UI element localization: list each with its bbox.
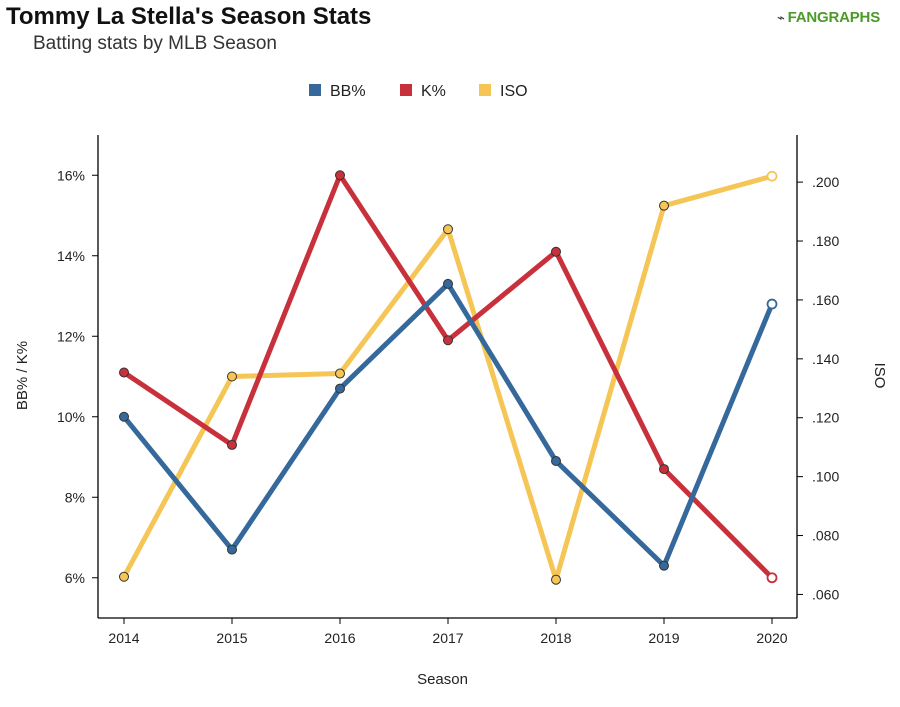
data-point-iso <box>335 368 345 379</box>
legend-swatch-bb-pct <box>309 84 321 96</box>
data-point-k-pct <box>227 439 237 450</box>
legend-label: K% <box>421 83 446 100</box>
data-point-iso <box>551 574 561 585</box>
data-point-k-pct <box>766 572 778 584</box>
x-tick-label: 2020 <box>756 630 787 646</box>
data-point-bb-pct <box>551 456 561 467</box>
data-point-k-pct <box>443 335 453 346</box>
chart-subtitle: Batting stats by MLB Season <box>33 33 277 54</box>
y-right-tick-label: .060 <box>812 586 839 602</box>
data-point-bb-pct <box>227 544 237 555</box>
y-left-tick-label: 12% <box>57 328 85 344</box>
y-left-tick-label: 6% <box>65 570 85 586</box>
x-tick-label: 2018 <box>540 630 571 646</box>
legend-swatch-k-pct <box>400 84 412 96</box>
data-point-iso <box>119 571 129 582</box>
x-tick-label: 2016 <box>324 630 355 646</box>
data-point-bb-pct <box>443 278 453 289</box>
fangraphs-logo[interactable]: ⌁ FANGRAPHS <box>777 9 880 26</box>
y-right-tick-label: .140 <box>812 351 839 367</box>
x-tick-label: 2019 <box>648 630 679 646</box>
y-axis-right-title: ISO <box>871 363 888 389</box>
y-left-tick-label: 10% <box>57 409 85 425</box>
data-point-k-pct <box>335 170 345 181</box>
fangraphs-logo-text: FANGRAPHS <box>787 9 881 26</box>
chart-title: Tommy La Stella's Season Stats <box>6 3 372 30</box>
x-axis-title: Season <box>417 671 468 688</box>
series-line-iso <box>121 173 775 583</box>
chart-series-lines <box>121 172 775 583</box>
y-left-tick-label: 14% <box>57 248 85 264</box>
y-right-tick-label: .100 <box>812 469 839 485</box>
y-right-tick-label: .120 <box>812 410 839 426</box>
fangraphs-logo-icon: ⌁ <box>776 9 785 25</box>
data-point-bb-pct <box>335 383 345 394</box>
y-axis-left-title: BB% / K% <box>14 341 31 410</box>
chart-axes: 6% 8% 10% 12% 14% 16% .060 .080 .100 .120 .140 .160… <box>14 135 888 688</box>
legend-label: BB% <box>330 83 366 100</box>
data-point-k-pct <box>659 464 669 475</box>
data-point-iso <box>659 200 669 211</box>
series-line-bb-pct <box>121 281 775 569</box>
legend-label: ISO <box>500 83 528 100</box>
chart-legend: BB% K% ISO <box>309 83 528 100</box>
y-left-tick-label: 16% <box>57 167 85 183</box>
data-point-k-pct <box>551 246 561 257</box>
y-right-tick-label: .160 <box>812 292 839 308</box>
data-point-iso <box>227 371 237 382</box>
y-left-tick-label: 8% <box>65 489 85 505</box>
data-point-k-pct <box>119 367 129 378</box>
chart-data-points <box>119 170 778 585</box>
x-tick-label: 2015 <box>216 630 247 646</box>
x-tick-label: 2014 <box>108 630 139 646</box>
y-right-tick-label: .080 <box>812 528 839 544</box>
y-right-tick-label: .180 <box>812 233 839 249</box>
data-point-bb-pct <box>119 411 129 422</box>
data-point-bb-pct <box>766 298 778 310</box>
legend-swatch-iso <box>479 84 491 96</box>
data-point-iso <box>443 224 453 235</box>
y-right-tick-label: .200 <box>812 174 839 190</box>
x-tick-label: 2017 <box>432 630 463 646</box>
data-point-bb-pct <box>659 560 669 571</box>
data-point-iso <box>766 170 778 182</box>
